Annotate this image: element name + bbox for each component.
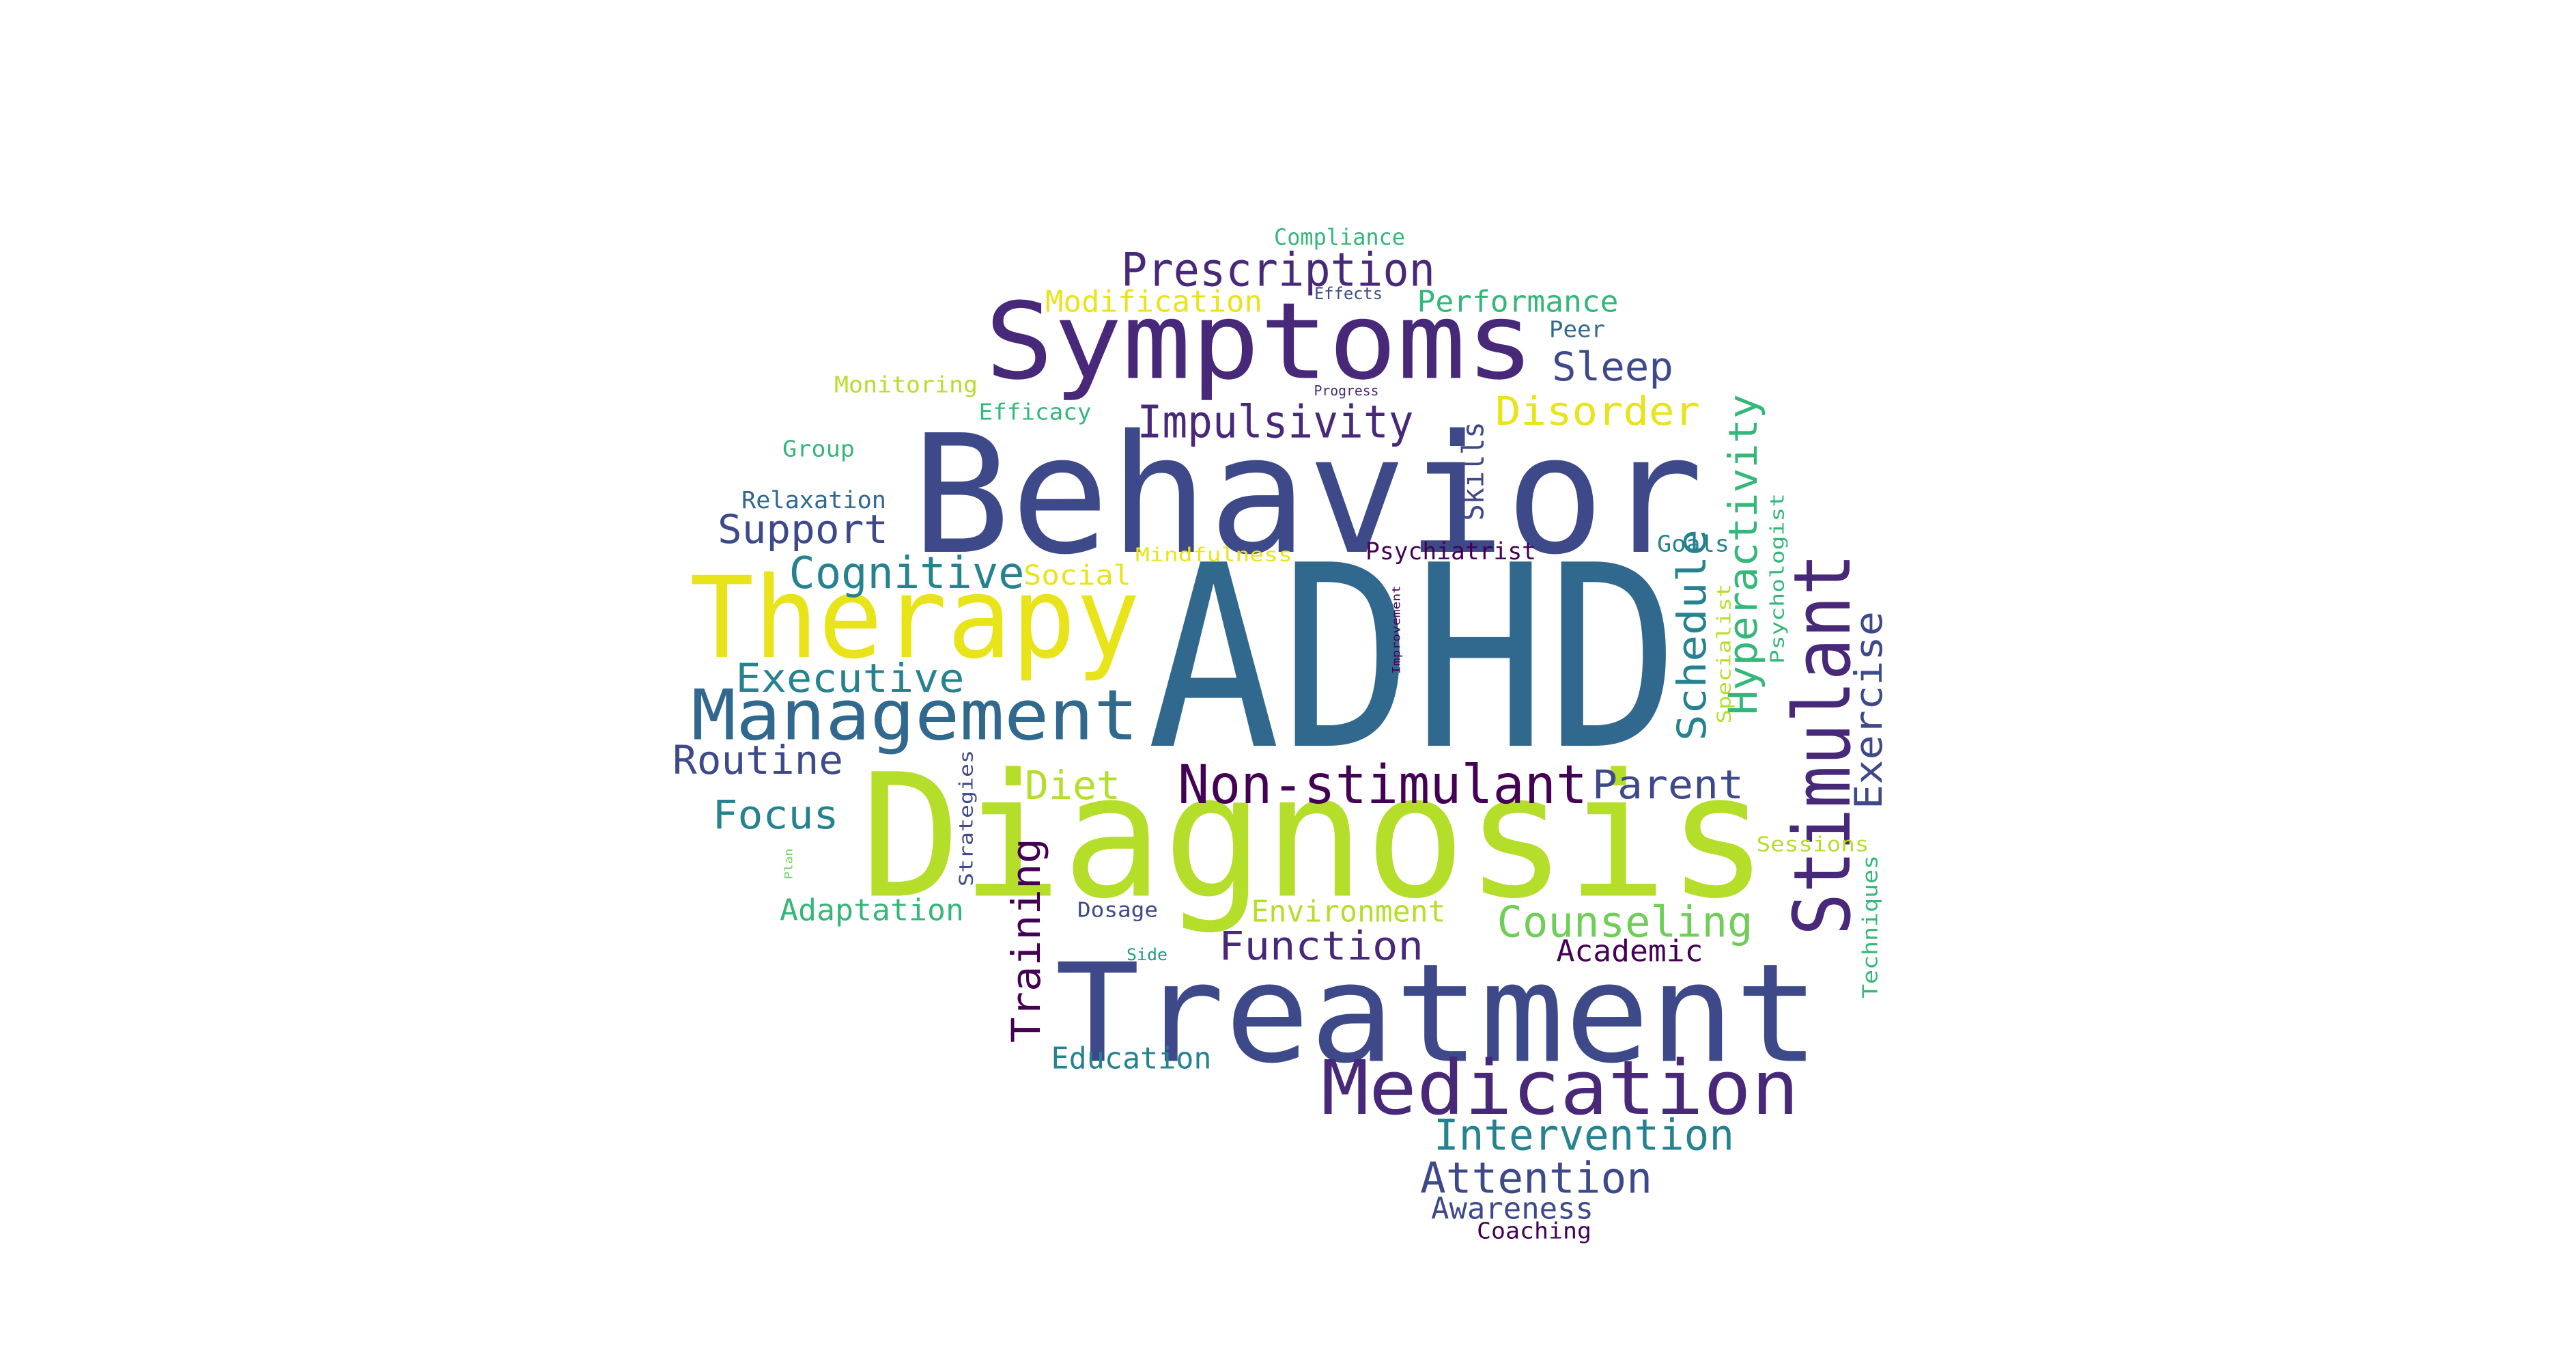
word-mindfulness: Mindfulness bbox=[1135, 544, 1292, 566]
word-counseling: Counseling bbox=[1497, 897, 1753, 947]
word-intervention: Intervention bbox=[1434, 1110, 1734, 1160]
word-management: Management bbox=[692, 675, 1139, 757]
word-education: Education bbox=[1051, 1041, 1212, 1076]
word-social: Social bbox=[1023, 560, 1131, 591]
word-schedule: Schedule bbox=[1669, 529, 1715, 741]
word-exercise: Exercise bbox=[1847, 611, 1891, 809]
word-progress: Progress bbox=[1314, 382, 1379, 399]
word-focus: Focus bbox=[713, 792, 839, 838]
word-effects: Effects bbox=[1314, 284, 1383, 303]
word-training: Training bbox=[1003, 838, 1049, 1043]
word-adaptation: Adaptation bbox=[780, 893, 964, 928]
word-medication: Medication bbox=[1321, 1044, 1799, 1132]
word-techniques: Techniques bbox=[1859, 855, 1883, 998]
word-peer: Peer bbox=[1549, 316, 1605, 343]
word-prescription: Prescription bbox=[1121, 244, 1435, 298]
word-routine: Routine bbox=[673, 737, 843, 783]
word-function: Function bbox=[1219, 923, 1424, 969]
word-coaching: Coaching bbox=[1477, 1218, 1591, 1244]
word-stimulant: Stimulant bbox=[1777, 553, 1869, 936]
word-goals: Goals bbox=[1657, 531, 1729, 557]
word-skills: Skills bbox=[1456, 422, 1491, 521]
word-non-stimulant: Non-stimulant bbox=[1178, 755, 1587, 816]
word-behavior: Behavior bbox=[911, 400, 1703, 591]
word-support: Support bbox=[718, 506, 888, 552]
word-performance: Performance bbox=[1417, 285, 1619, 320]
word-diagnosis: Diagnosis bbox=[860, 738, 1768, 936]
word-awareness: Awareness bbox=[1431, 1192, 1594, 1227]
word-cognitive: Cognitive bbox=[789, 548, 1025, 599]
word-symptoms: Symptoms bbox=[985, 280, 1535, 404]
word-hyperactivity: Hyperactivity bbox=[1720, 394, 1766, 715]
word-relaxation: Relaxation bbox=[741, 487, 886, 514]
word-group: Group bbox=[782, 436, 855, 462]
word-sessions: Sessions bbox=[1757, 833, 1869, 857]
word-specialist: Specialist bbox=[1713, 584, 1736, 724]
word-attention: Attention bbox=[1420, 1153, 1652, 1203]
word-strategies: Strategies bbox=[955, 750, 978, 886]
word-adhd: ADHD bbox=[1147, 512, 1680, 806]
word-parent: Parent bbox=[1592, 761, 1744, 808]
word-psychiatrist: Psychiatrist bbox=[1365, 538, 1536, 565]
word-environment: Environment bbox=[1251, 895, 1446, 929]
word-impulsivity: Impulsivity bbox=[1137, 396, 1414, 449]
word-improvement: Improvement bbox=[1390, 585, 1403, 674]
word-sleep: Sleep bbox=[1552, 344, 1673, 390]
word-executive: Executive bbox=[736, 655, 965, 701]
word-plan: Plan bbox=[782, 849, 795, 880]
word-monitoring: Monitoring bbox=[834, 372, 978, 398]
word-psychologist: Psychologist bbox=[1766, 493, 1789, 664]
word-compliance: Compliance bbox=[1274, 224, 1405, 251]
word-dosage: Dosage bbox=[1077, 899, 1158, 923]
word-efficacy: Efficacy bbox=[979, 399, 1092, 425]
word-side: Side bbox=[1127, 945, 1167, 964]
word-academic: Academic bbox=[1557, 934, 1703, 969]
word-therapy: Therapy bbox=[690, 552, 1140, 684]
word-modification: Modification bbox=[1045, 285, 1262, 320]
word-disorder: Disorder bbox=[1495, 388, 1700, 434]
word-treatment: Treatment bbox=[1055, 935, 1820, 1094]
word-diet: Diet bbox=[1025, 762, 1120, 809]
